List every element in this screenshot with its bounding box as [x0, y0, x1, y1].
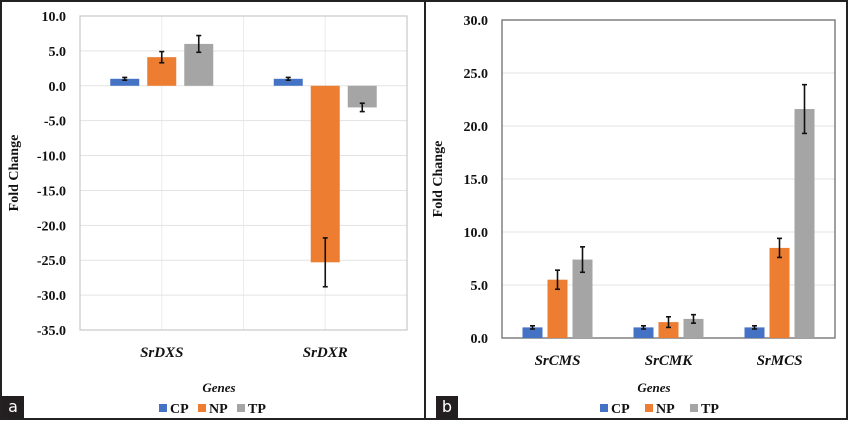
y-tick-label: 20.0 — [464, 120, 489, 135]
bar-cp-srcms — [522, 327, 543, 338]
y-tick-label: 0.0 — [471, 332, 489, 347]
y-tick-label: -5.0 — [44, 115, 66, 130]
legend-label-np: NP — [656, 402, 675, 417]
chart-b: 30.0 25.0 20.0 15.0 10.0 5.0 0.0 SrCMS SrCMK SrMC… — [431, 14, 836, 417]
y-tick-label: -35.0 — [37, 324, 66, 339]
bar-cp-srdxr — [273, 78, 303, 86]
legend-label-tp: TP — [248, 402, 266, 417]
y-tick-label: -25.0 — [37, 254, 66, 269]
panel-label-b: b — [436, 396, 458, 418]
legend-swatch-cp — [159, 404, 167, 412]
bar-cp-srdxs — [110, 78, 140, 86]
legend-swatch-tp — [690, 404, 698, 412]
legend-label-tp: TP — [701, 402, 719, 417]
legend-swatch-np — [645, 404, 653, 412]
y-tick-label: 5.0 — [471, 279, 489, 294]
bar-tp-srdxr — [347, 85, 377, 108]
bar-cp-srcmk — [633, 327, 654, 338]
x-category-label: SrDXS — [140, 345, 183, 361]
x-axis-label: Genes — [637, 380, 670, 395]
y-tick-label: 0.0 — [49, 80, 67, 95]
x-axis-label: Genes — [202, 380, 235, 395]
y-axis-label: Fold Change — [7, 135, 22, 212]
bar-tp-srcms — [572, 259, 593, 338]
plot-area-border — [79, 15, 408, 331]
panel-label-a: a — [2, 396, 24, 418]
bar-np-srmcs — [769, 247, 790, 338]
bar-cp-srmcs — [744, 327, 765, 338]
y-tick-label: -15.0 — [37, 184, 66, 199]
x-category-label: SrCMS — [535, 353, 581, 369]
chart-a: 10.0 5.0 0.0 -5.0 -10.0 -15.0 -20.0 -25.0 -30.0 -… — [7, 10, 408, 417]
legend-swatch-cp — [600, 404, 608, 412]
y-axis-label: Fold Change — [431, 141, 446, 218]
bar-np-srcmk — [658, 322, 679, 338]
y-tick-label: 5.0 — [49, 45, 67, 60]
bar-np-srdxr — [310, 85, 340, 263]
x-category-label: SrCMK — [645, 353, 694, 369]
y-tick-label: 10.0 — [464, 226, 489, 241]
y-tick-label: -10.0 — [37, 150, 66, 165]
legend-label-cp: CP — [170, 402, 189, 417]
bar-tp-srcmk — [683, 318, 704, 338]
legend-swatch-tp — [237, 404, 245, 412]
y-tick-label: -30.0 — [37, 289, 66, 304]
legend-swatch-np — [198, 404, 206, 412]
x-category-label: SrDXR — [303, 345, 348, 361]
legend-label-cp: CP — [611, 402, 630, 417]
panel-a: 10.0 5.0 0.0 -5.0 -10.0 -15.0 -20.0 -25.0 -30.0 -… — [0, 0, 426, 420]
y-tick-label: -20.0 — [37, 219, 66, 234]
y-tick-label: 10.0 — [42, 10, 67, 25]
legend-label-np: NP — [209, 402, 228, 417]
y-tick-label: 15.0 — [464, 173, 489, 188]
y-tick-label: 25.0 — [464, 67, 489, 82]
bar-tp-srmcs — [794, 109, 815, 338]
panel-b: 30.0 25.0 20.0 15.0 10.0 5.0 0.0 SrCMS SrCMK SrMC… — [424, 0, 848, 420]
bar-np-srcms — [547, 279, 568, 338]
y-tick-label: 30.0 — [464, 14, 489, 29]
x-category-label: SrMCS — [757, 353, 803, 369]
